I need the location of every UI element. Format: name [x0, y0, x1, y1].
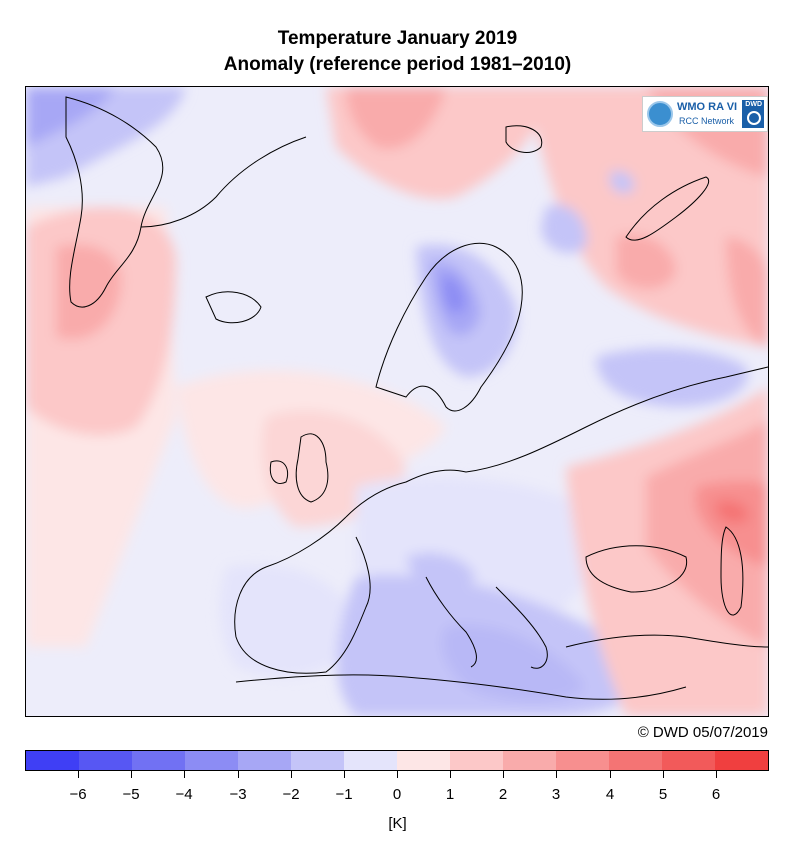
colorbar-tick-label: 2	[498, 786, 508, 803]
colorbar-tick-label: 4	[605, 786, 615, 803]
colorbar-bin	[132, 751, 185, 770]
dwd-label: DWD	[745, 101, 762, 108]
colorbar-bin	[450, 751, 503, 770]
logo-line2: RCC Network	[679, 116, 735, 126]
colorbar-tick	[663, 771, 664, 778]
map-title: Temperature January 2019	[277, 28, 518, 49]
colorbar-bin	[26, 751, 79, 770]
colorbar-tick	[184, 771, 185, 778]
colorbar-tick	[344, 771, 345, 778]
colorbar-unit: [K]	[388, 815, 407, 832]
colorbar-tick	[450, 771, 451, 778]
colorbar-tick-label: −5	[122, 786, 140, 803]
coastlines	[65, 96, 768, 700]
colorbar-tick	[716, 771, 717, 778]
colorbar-tick-label: 3	[551, 786, 561, 803]
colorbar-tick	[503, 771, 504, 778]
colorbar-bin	[556, 751, 609, 770]
colorbar	[25, 750, 769, 771]
colorbar-bin	[79, 751, 132, 770]
colorbar-tick	[610, 771, 611, 778]
colorbar-tick-label: −3	[229, 786, 247, 803]
colorbar-bin	[609, 751, 662, 770]
colorbar-tick-label: −2	[282, 786, 300, 803]
copyright-text: © DWD 05/07/2019	[637, 724, 768, 741]
colorbar-tick-label: 6	[711, 786, 721, 803]
logo-line1: WMO RA VI	[677, 101, 738, 113]
colorbar-tick	[238, 771, 239, 778]
map-subtitle: Anomaly (reference period 1981–2010)	[223, 54, 572, 75]
colorbar-bin	[715, 751, 768, 770]
colorbar-tick	[556, 771, 557, 778]
anomaly-map	[25, 86, 769, 717]
colorbar-tick-label: −1	[335, 786, 353, 803]
colorbar-bin	[503, 751, 556, 770]
colorbar-bin	[397, 751, 450, 770]
colorbar-tick-label: 1	[445, 786, 455, 803]
colorbar-tick	[397, 771, 398, 778]
colorbar-tick-label: 0	[392, 786, 402, 803]
colorbar-bin	[238, 751, 291, 770]
colorbar-bin	[662, 751, 715, 770]
colorbar-bin	[185, 751, 238, 770]
wmo-dwd-logo: WMO RA VI RCC Network DWD	[642, 96, 768, 132]
colorbar-tick	[131, 771, 132, 778]
colorbar-tick-label: −4	[175, 786, 193, 803]
colorbar-bin	[344, 751, 397, 770]
colorbar-tick	[291, 771, 292, 778]
anomaly-field	[26, 87, 768, 716]
dwd-swirl-icon	[747, 111, 761, 125]
wmo-globe-icon	[647, 101, 673, 127]
colorbar-tick	[78, 771, 79, 778]
colorbar-tick-label: 5	[658, 786, 668, 803]
colorbar-bin	[291, 751, 344, 770]
colorbar-tick-label: −6	[69, 786, 87, 803]
